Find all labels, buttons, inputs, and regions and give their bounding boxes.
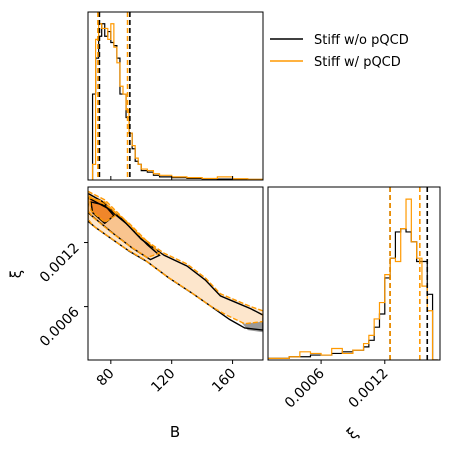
xi-marginal-frame [267,186,441,361]
x-axis-label-b: B [170,423,180,441]
xi-xtick-label-0: 0.0006 [282,365,328,411]
b-histogram-0 [91,23,263,180]
b-marginal-panel [87,11,264,181]
b-marginal-frame [87,11,264,181]
joint-ytick-label-0: 0.0006 [37,304,83,350]
joint-xtick-label-1: 120 [148,366,178,396]
legend: Stiff w/o pQCD Stiff w/ pQCD [270,33,409,70]
joint-xtick-label-2: 160 [209,366,239,396]
joint-frame [87,186,264,361]
b-histogram-1 [91,23,263,180]
joint-ytick-label-1: 0.0012 [37,240,83,286]
contour-line-1-1 [88,194,161,259]
y-axis-label-xi: ξ [7,270,25,278]
xi-histogram-1 [268,198,438,360]
contour-line-1-2 [88,196,119,224]
legend-label-stiff-wo-pqcd: Stiff w/o pQCD [314,33,409,48]
joint-xtick-label-0: 80 [94,366,118,390]
contour-line-0-1 [88,196,161,261]
xi-xtick-label-1: 0.0012 [346,366,392,412]
contour-line-1-0 [88,190,263,325]
xi-marginal-panel: 0.0006 0.0012 ξ [267,186,441,443]
xi-histogram-0 [268,228,438,360]
joint-panel: 80 120 160 0.0006 0.0012 B ξ [7,186,264,441]
x-axis-label-xi: ξ [343,424,362,443]
legend-label-stiff-w-pqcd: Stiff w/ pQCD [314,55,401,70]
